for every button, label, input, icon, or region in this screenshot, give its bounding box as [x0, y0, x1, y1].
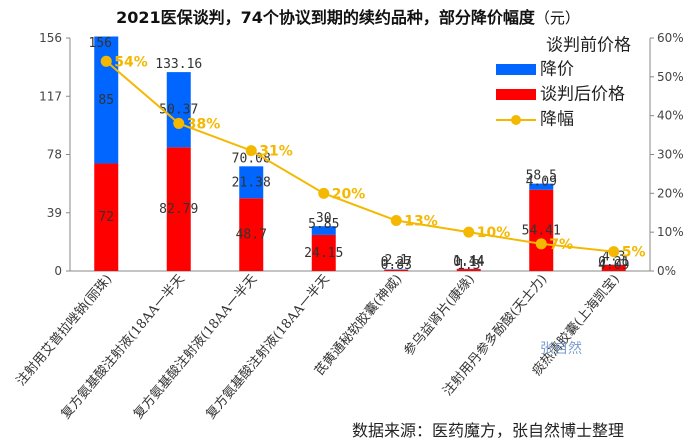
label-price-cut: 5.85 [308, 217, 339, 232]
bar-after-price [94, 163, 119, 271]
label-price-cut: 21.38 [232, 175, 271, 190]
ratio-label: 5% [622, 245, 646, 261]
ratio-label: 7% [549, 237, 573, 253]
x-tick-label: 复方氨基酸注射液(18AA一半天 [58, 271, 188, 422]
label-price-cut: 0.21 [598, 255, 629, 270]
legend-item-ratio: 降幅 [496, 108, 574, 130]
ratio-label: 10% [477, 225, 511, 241]
watermark: 张自然 [540, 341, 582, 357]
bar-price-cut [529, 183, 554, 190]
x-tick-label: 复方氨基酸注射液(18AA一半天 [130, 271, 260, 422]
y-left-tick-label: 0 [54, 264, 62, 278]
label-before-price: 133.16 [155, 57, 202, 72]
x-tick-label: 复方氨基酸注射液(18AA一半天 [203, 271, 333, 422]
ratio-label: 38% [187, 116, 221, 132]
y-right-tick-label: 0% [657, 264, 676, 278]
label-before-price: 58.5 [526, 169, 557, 184]
label-price-cut: 0.27 [381, 255, 412, 270]
label-after-price: 54.41 [522, 223, 561, 238]
legend-swatch-ratio [496, 114, 536, 126]
legend-item-cut: 降价 [496, 58, 574, 80]
y-right-tick-label: 60% [657, 31, 684, 45]
label-after-price: 82.79 [159, 202, 198, 217]
data-source: 数据来源：医药魔方，张自然博士整理 [352, 421, 625, 440]
bar-after-price [311, 234, 336, 271]
ratio-point [173, 117, 185, 129]
legend-item-before: 谈判前价格 [546, 34, 631, 56]
legend-label-before: 谈判前价格 [546, 35, 631, 56]
y-right-tick-label: 40% [657, 109, 684, 123]
bar-price-cut [239, 166, 264, 199]
ratio-label: 13% [404, 214, 438, 230]
bar-after-price [601, 264, 626, 271]
label-after-price: 4.09 [598, 258, 629, 273]
ratio-point [100, 55, 112, 67]
ratio-point [608, 246, 620, 258]
label-before-price: 70.08 [232, 151, 271, 166]
label-before-price: 1.44 [453, 254, 484, 269]
label-price-cut: 85 [98, 93, 114, 108]
label-price-cut: 0.14 [453, 255, 484, 270]
label-before-price: 2.1 [385, 253, 408, 268]
bar-price-cut [166, 72, 191, 148]
ratio-point [318, 187, 330, 199]
legend-label-after: 谈判后价格 [540, 84, 625, 105]
label-after-price: 0.83 [381, 258, 412, 273]
bar-after-price [456, 269, 481, 271]
y-left-tick-label: 156 [39, 31, 62, 45]
legend-label-cut: 降价 [540, 59, 574, 80]
bar-after-price [166, 147, 191, 271]
ratio-point [245, 145, 257, 157]
bar-after-price [529, 189, 554, 271]
bar-after-price [384, 269, 409, 271]
y-left-tick-label: 39 [47, 206, 62, 220]
y-right-tick-label: 20% [657, 186, 684, 200]
ratio-point [390, 215, 402, 227]
ratio-point [463, 226, 475, 238]
legend-swatch-after [496, 89, 536, 100]
label-before-price: 30 [316, 211, 332, 226]
y-left-tick-label: 78 [47, 148, 62, 162]
legend-swatch-cut [496, 64, 536, 75]
ratio-label: 31% [259, 144, 293, 160]
x-tick-label: 参乌益肾片(康缘) [401, 271, 478, 359]
legend-label-ratio: 降幅 [540, 109, 574, 130]
bar-after-price [239, 198, 264, 271]
label-price-cut: 4.09 [526, 175, 557, 190]
chart-title: 2021医保谈判，74个协议到期的续约品种，部分降价幅度（元） [116, 8, 580, 27]
ratio-label: 54% [114, 54, 148, 70]
y-right-tick-label: 30% [657, 148, 684, 162]
legend-item-after: 谈判后价格 [496, 83, 625, 105]
y-right-tick-label: 50% [657, 70, 684, 84]
label-after-price: 72 [98, 210, 114, 225]
y-right-tick-label: 10% [657, 225, 684, 239]
label-after-price: 24.15 [304, 246, 343, 261]
label-after-price: 1.3 [457, 258, 480, 273]
title-unit: （元） [534, 9, 580, 27]
label-before-price: 156 [89, 36, 112, 51]
y-left-tick-label: 117 [39, 89, 62, 103]
ratio-label: 20% [332, 186, 366, 202]
label-after-price: 48.7 [236, 228, 267, 243]
ratio-point [535, 238, 547, 250]
ratio-line [105, 60, 614, 253]
bar-price-cut [311, 226, 336, 235]
